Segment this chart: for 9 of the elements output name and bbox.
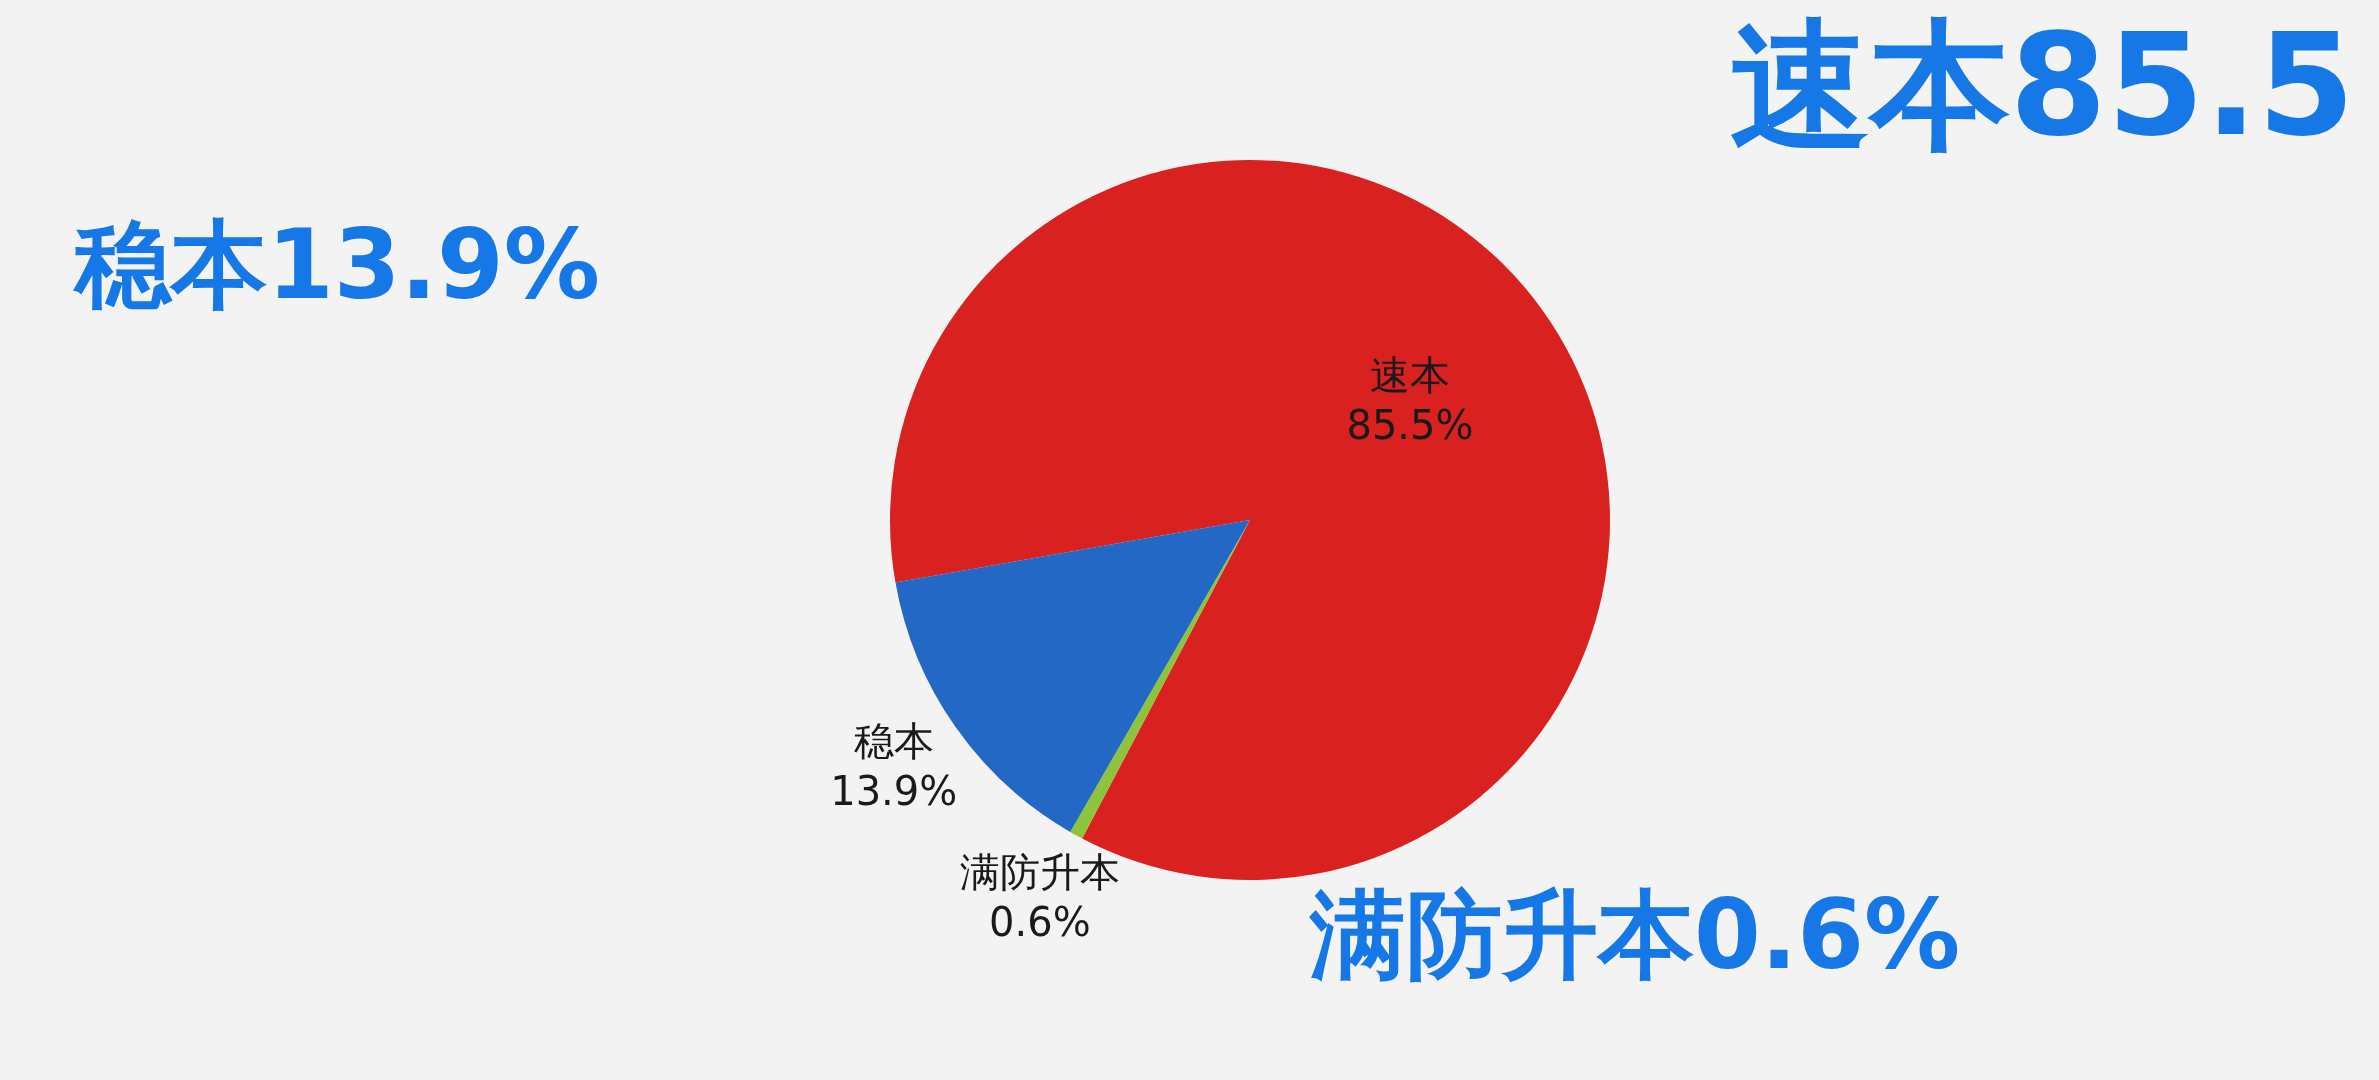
text: 速本85.5 — [1729, 4, 2355, 168]
slice-label: 稳本 — [853, 718, 934, 765]
data-label: 85.5% — [1346, 401, 1474, 448]
slice-label: 满防升本 — [959, 849, 1120, 896]
text: 满防升本0.6% — [1309, 878, 1961, 991]
data-label: 13.9% — [830, 768, 958, 815]
data-label: 0.6% — [989, 899, 1091, 946]
slice-label: 速本 — [1369, 351, 1450, 398]
text: 稳本13.9% — [72, 208, 601, 321]
